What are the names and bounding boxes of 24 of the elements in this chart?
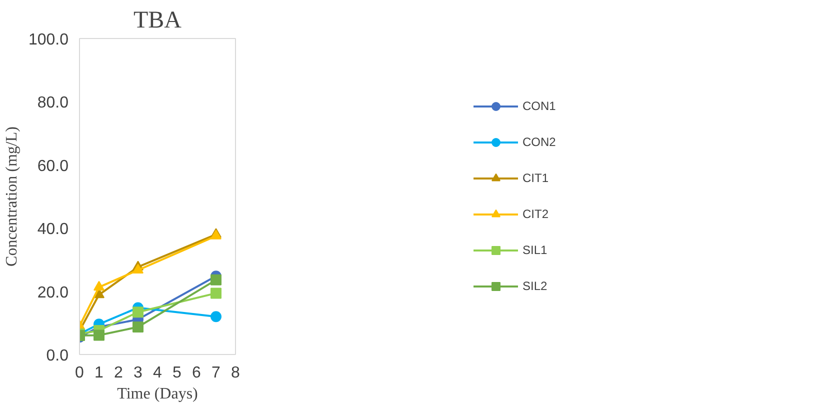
y-tick-label: 80.0: [37, 94, 69, 112]
y-axis-title: Concentration (mg/L): [3, 126, 20, 266]
legend-label: SIL2: [522, 279, 548, 293]
x-tick-label: 3: [134, 364, 143, 382]
chart-title: TBA: [134, 8, 182, 34]
x-tick-label: 1: [94, 364, 104, 382]
x-axis-title: Time (Days): [117, 386, 198, 402]
legend-label: CIT2: [522, 207, 550, 221]
x-tick-label: 5: [172, 364, 182, 382]
y-tick-label: 60.0: [37, 158, 69, 175]
legend-label: CIT1: [522, 171, 550, 185]
legend-label: CON1: [522, 99, 557, 113]
legend-label: SIL1: [522, 243, 548, 257]
x-tick-label: 4: [153, 364, 162, 382]
y-tick-label: 100.0: [28, 32, 69, 48]
x-tick-label: 0: [75, 364, 84, 382]
x-tick-label: 6: [192, 364, 202, 382]
x-tick-label: 8: [231, 364, 240, 382]
y-tick-label: 20.0: [37, 284, 69, 302]
y-tick-label: 0.0: [46, 348, 69, 364]
x-tick-label: 7: [212, 364, 221, 382]
x-tick-label: 2: [114, 364, 124, 382]
y-tick-label: 40.0: [37, 221, 69, 238]
legend-label: CON2: [522, 135, 557, 149]
